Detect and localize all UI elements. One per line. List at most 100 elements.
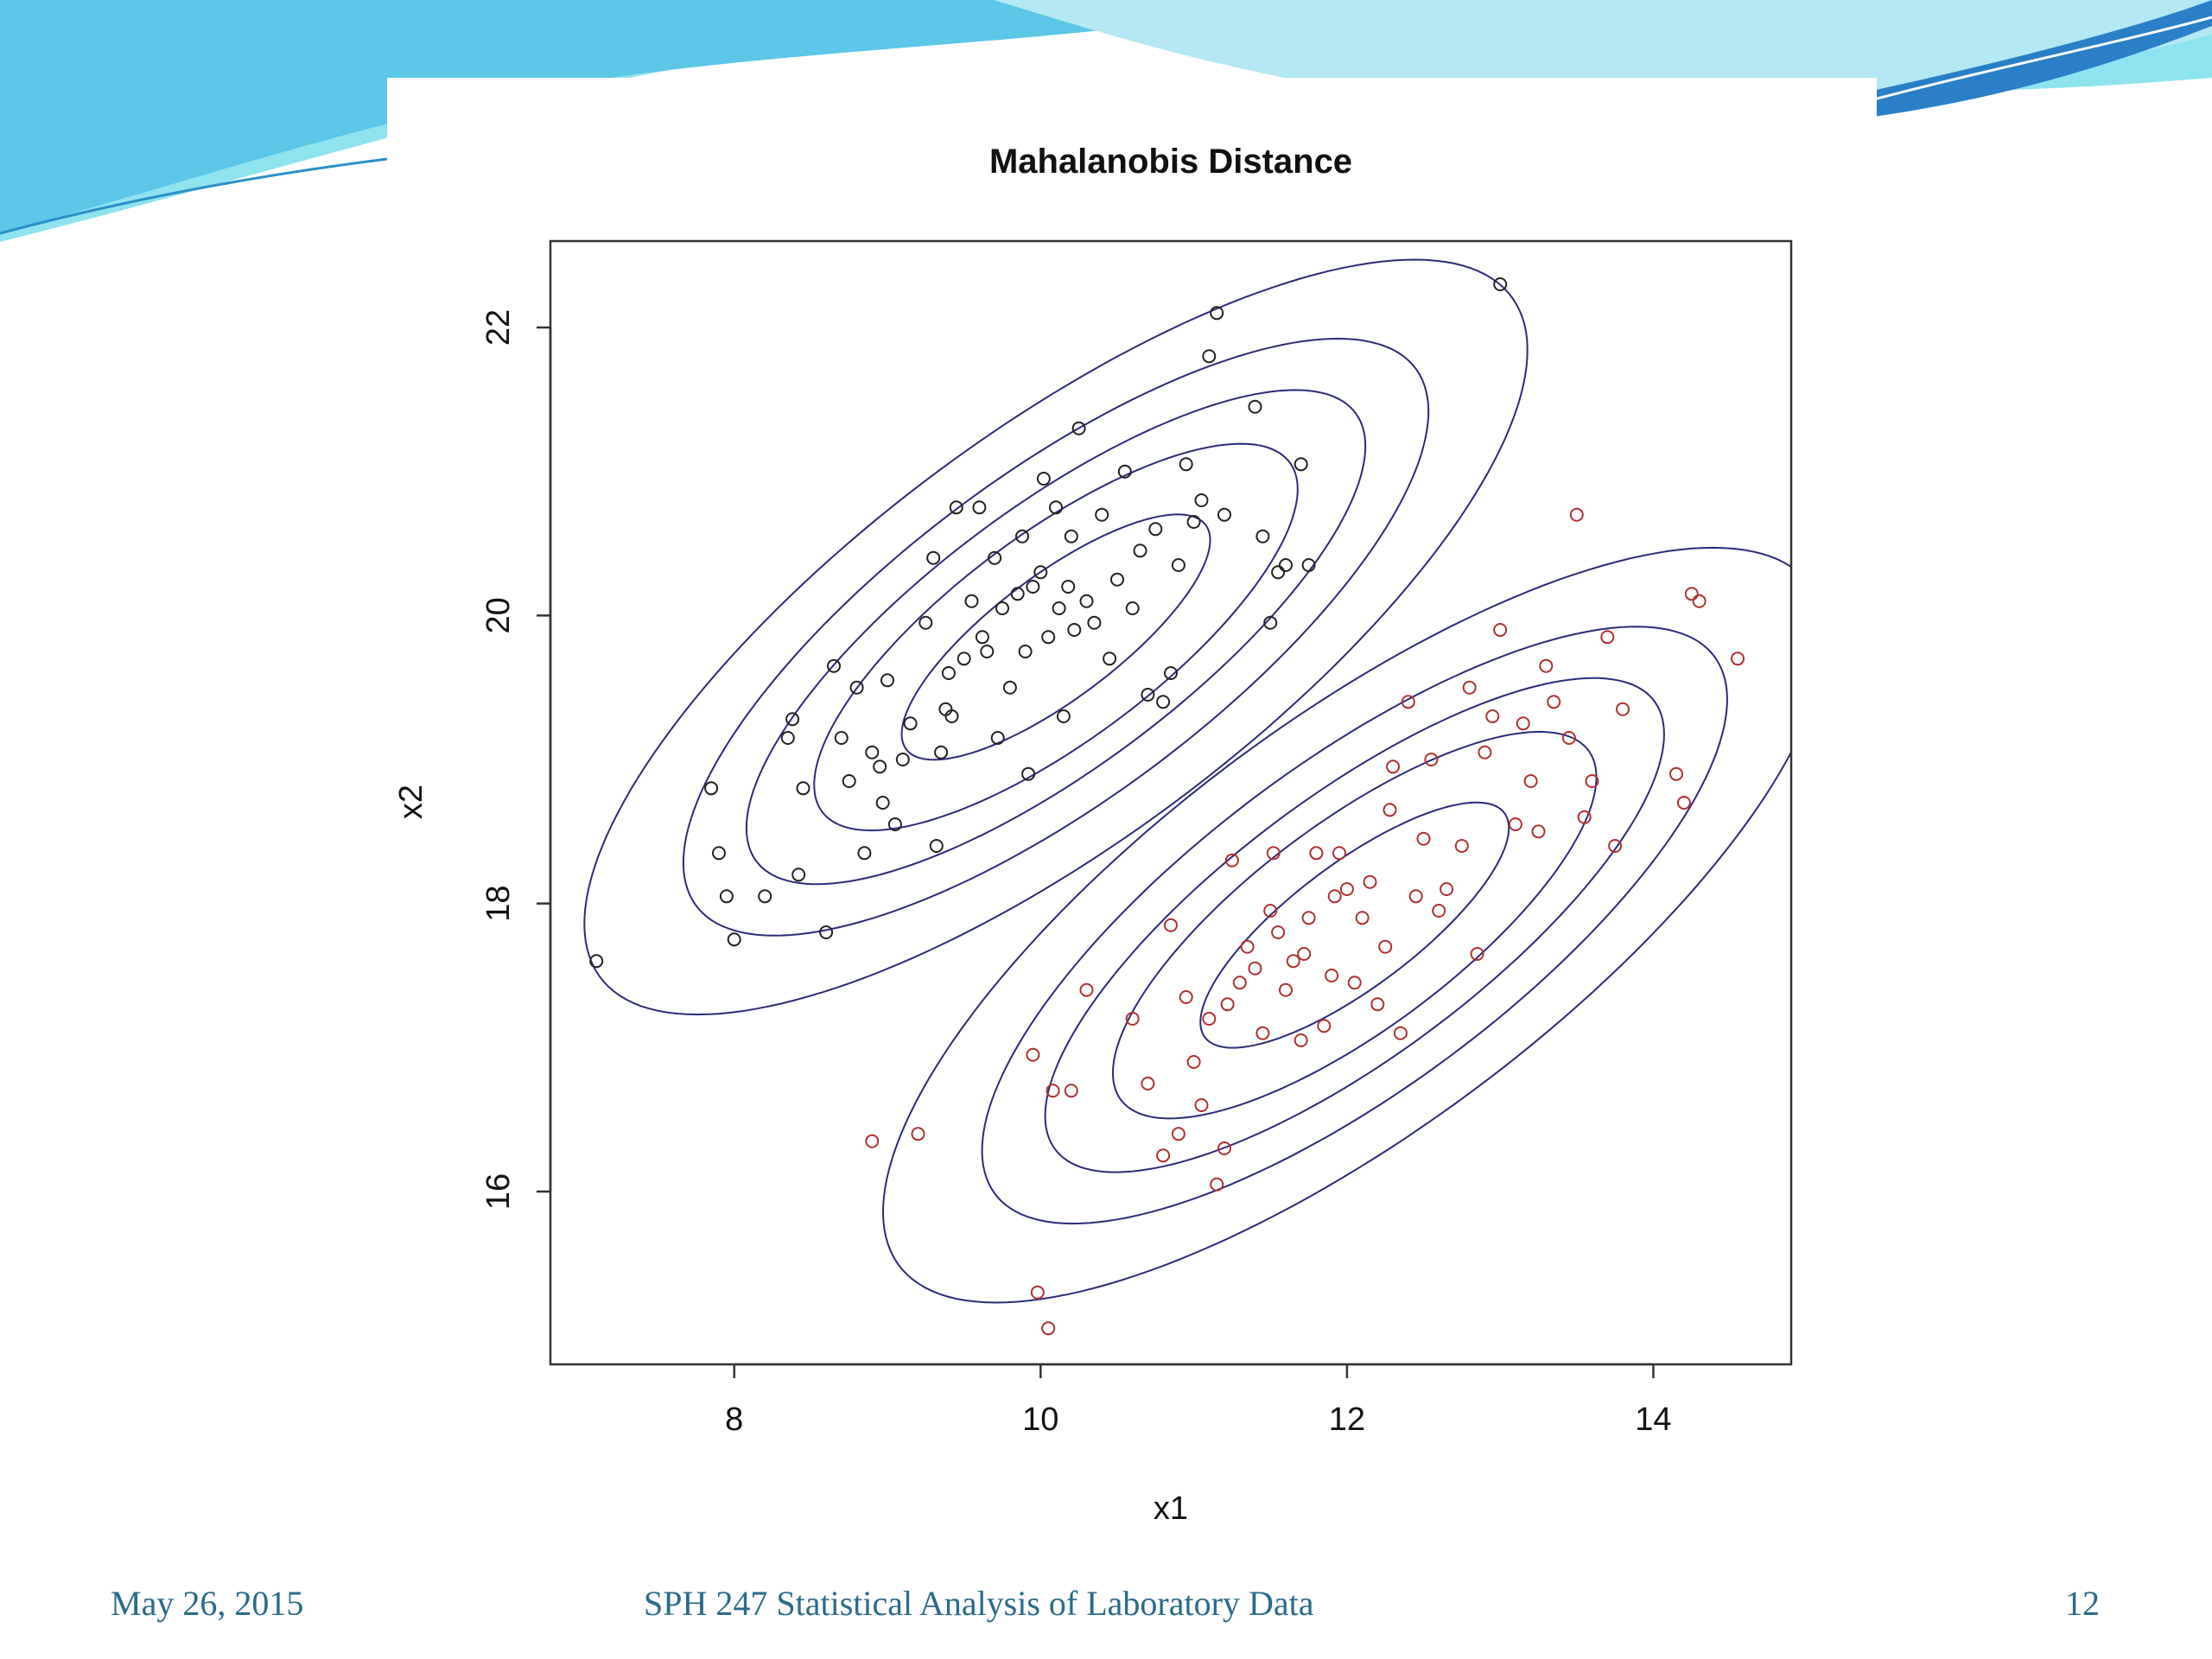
data-point-group-1 xyxy=(1301,558,1316,572)
data-point-group-1 xyxy=(1493,277,1508,291)
contour-ellipse-2-2 xyxy=(1111,730,1598,1120)
data-point-group-2 xyxy=(1523,774,1538,788)
data-point-group-2 xyxy=(1186,1055,1201,1069)
y-tick-label: 22 xyxy=(480,309,517,346)
data-point-group-1 xyxy=(975,630,989,645)
data-point-group-1 xyxy=(1186,515,1201,529)
contour-ellipse-1-1 xyxy=(900,513,1211,761)
data-point-group-1 xyxy=(1125,601,1140,615)
data-point-group-2 xyxy=(1202,1012,1217,1026)
x-axis-label: x1 xyxy=(1154,1491,1188,1527)
data-point-group-2 xyxy=(1432,904,1446,918)
data-point-group-1 xyxy=(1164,666,1178,680)
contour-ellipse-1-4 xyxy=(682,337,1430,937)
data-point-group-2 xyxy=(1493,623,1508,637)
data-point-group-1 xyxy=(1141,688,1155,702)
data-point-group-2 xyxy=(1125,1012,1140,1026)
data-point-group-2 xyxy=(1141,1077,1155,1090)
data-point-group-1 xyxy=(1110,572,1124,587)
contour-ellipse-2-4 xyxy=(981,626,1728,1225)
data-point-group-1 xyxy=(865,745,880,760)
data-point-group-1 xyxy=(918,615,933,630)
data-point-group-2 xyxy=(1370,997,1385,1012)
data-point-group-2 xyxy=(1220,997,1235,1012)
swoosh-mid xyxy=(0,0,1296,233)
data-point-group-1 xyxy=(873,760,887,774)
chart-title: Mahalanobis Distance xyxy=(989,143,1352,181)
data-point-group-2 xyxy=(1547,695,1561,709)
data-point-group-1 xyxy=(758,889,772,904)
y-tick-label: 18 xyxy=(480,886,517,922)
data-point-group-1 xyxy=(1021,766,1036,781)
contour-ellipse-1-5 xyxy=(583,258,1529,1016)
data-point-group-1 xyxy=(857,846,872,861)
data-point-group-1 xyxy=(1026,580,1040,594)
data-point-group-2 xyxy=(1248,961,1262,976)
data-point-group-1 xyxy=(1015,529,1029,543)
data-point-group-2 xyxy=(1440,882,1454,896)
data-point-group-2 xyxy=(1064,1084,1078,1098)
data-point-group-1 xyxy=(1148,522,1163,537)
data-point-group-1 xyxy=(1061,580,1076,594)
y-tick-label: 20 xyxy=(480,597,517,633)
data-point-group-2 xyxy=(1462,680,1477,695)
data-point-group-1 xyxy=(1263,615,1278,630)
data-point-group-2 xyxy=(1616,702,1630,716)
data-point-group-2 xyxy=(1561,731,1576,745)
data-point-group-2 xyxy=(1332,846,1346,861)
data-point-group-1 xyxy=(1156,695,1171,709)
data-point-group-1 xyxy=(1018,645,1033,658)
data-point-group-1 xyxy=(1067,623,1082,637)
data-point-group-1 xyxy=(1010,587,1025,601)
data-point-group-1 xyxy=(1171,558,1185,572)
data-point-group-2 xyxy=(1279,982,1293,997)
data-point-group-2 xyxy=(1382,803,1397,817)
data-point-group-2 xyxy=(1531,824,1546,839)
data-point-group-1 xyxy=(712,846,726,861)
data-point-group-2 xyxy=(1301,911,1316,925)
x-tick-label: 14 xyxy=(1635,1402,1671,1438)
footer-page-number: 12 xyxy=(2065,1584,2100,1623)
x-tick-label: 10 xyxy=(1022,1402,1058,1438)
data-point-group-2 xyxy=(1401,695,1415,709)
data-point-group-1 xyxy=(1255,529,1270,543)
data-point-group-1 xyxy=(1117,464,1132,479)
data-point-group-2 xyxy=(1210,1177,1224,1192)
data-point-group-2 xyxy=(1286,954,1300,969)
data-point-group-1 xyxy=(1052,601,1066,615)
data-point-group-2 xyxy=(1454,839,1469,853)
data-point-group-2 xyxy=(1327,889,1342,904)
data-point-group-2 xyxy=(1408,889,1423,904)
data-point-group-2 xyxy=(1240,939,1255,954)
data-point-group-2 xyxy=(1539,658,1554,673)
data-point-group-2 xyxy=(1600,630,1615,645)
footer-course-title: SPH 247 Statistical Analysis of Laborato… xyxy=(644,1584,1314,1623)
x-tick-label: 8 xyxy=(725,1402,743,1438)
contour-ellipse-1-3 xyxy=(745,389,1367,886)
data-point-group-1 xyxy=(819,925,834,939)
points-layer xyxy=(589,277,1745,1336)
data-point-group-1 xyxy=(1033,565,1048,580)
data-point-group-2 xyxy=(1224,853,1239,868)
data-point-group-2 xyxy=(1164,918,1178,932)
data-point-group-2 xyxy=(1271,925,1286,939)
footer-date: May 26, 2015 xyxy=(111,1584,304,1623)
data-point-group-1 xyxy=(990,731,1005,745)
data-point-group-1 xyxy=(1210,306,1224,321)
data-point-group-1 xyxy=(1049,500,1063,515)
data-point-group-2 xyxy=(1516,716,1530,731)
data-point-group-2 xyxy=(1608,839,1623,853)
data-point-group-2 xyxy=(1393,1026,1408,1040)
data-point-group-1 xyxy=(988,550,1002,565)
data-point-group-1 xyxy=(589,954,604,969)
data-point-group-1 xyxy=(1279,558,1293,572)
data-point-group-1 xyxy=(834,731,849,745)
contour-ellipse-2-1 xyxy=(1199,801,1510,1049)
data-point-group-1 xyxy=(1002,680,1017,695)
data-point-group-1 xyxy=(1064,529,1078,543)
data-point-group-1 xyxy=(1133,543,1147,558)
data-point-group-1 xyxy=(926,550,941,565)
data-point-group-2 xyxy=(1692,594,1707,608)
data-point-group-1 xyxy=(842,774,856,788)
data-point-group-2 xyxy=(1325,969,1339,982)
